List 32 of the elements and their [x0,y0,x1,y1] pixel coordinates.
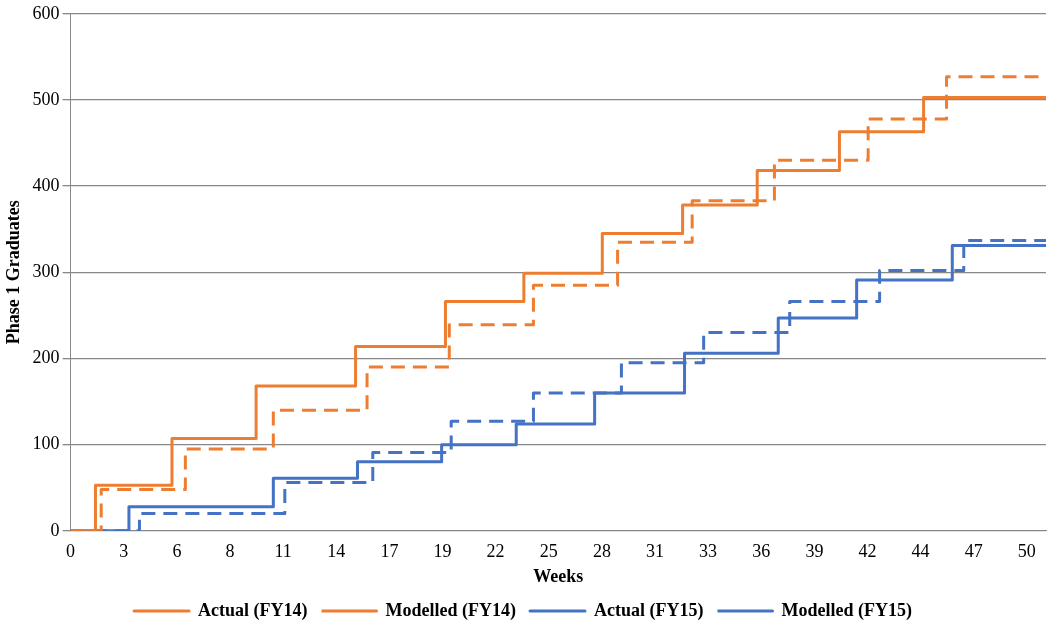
x-tick-label: 25 [539,541,558,562]
x-tick-label: 39 [805,541,824,562]
x-axis-title: Weeks [533,565,584,586]
x-tick-label: 11 [274,541,292,562]
x-tick-label: 3 [119,541,129,562]
x-tick-label: 47 [964,541,983,562]
y-tick-label: 600 [32,2,60,23]
x-tick-label: 6 [172,541,182,562]
legend-label: Modelled (FY15) [781,599,912,621]
y-tick-label: 200 [32,347,60,368]
x-tick-label: 44 [911,541,930,562]
legend-label: Actual (FY15) [594,599,704,621]
x-tick-label: 42 [858,541,877,562]
x-tick-label: 22 [486,541,505,562]
x-tick-label: 0 [66,541,76,562]
legend-label: Actual (FY14) [198,599,308,621]
y-tick-label: 500 [32,88,60,109]
x-tick-label: 28 [592,541,611,562]
x-tick-label: 17 [380,541,399,562]
x-tick-label: 36 [752,541,771,562]
x-tick-label: 14 [327,541,346,562]
x-tick-label: 33 [699,541,718,562]
y-tick-label: 0 [50,519,60,540]
x-tick-label: 50 [1017,541,1036,562]
y-tick-label: 300 [32,261,60,282]
legend-label: Modelled (FY14) [385,599,517,621]
y-axis-title: Phase 1 Graduates [3,200,24,345]
x-tick-label: 8 [225,541,235,562]
x-tick-label: 31 [646,541,665,562]
y-tick-label: 100 [32,433,60,454]
x-tick-label: 19 [433,541,452,562]
y-tick-label: 400 [32,174,60,195]
